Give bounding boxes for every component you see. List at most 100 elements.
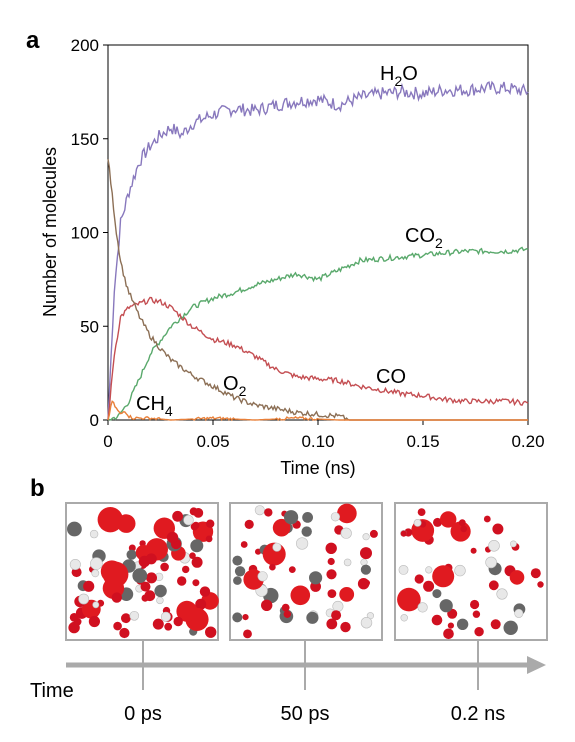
snapshot-2 (229, 502, 383, 641)
atom (447, 622, 454, 629)
atom (332, 600, 344, 612)
atom (483, 515, 491, 523)
atom (309, 571, 323, 585)
atom (302, 512, 313, 523)
atom (244, 519, 254, 530)
atom (193, 508, 204, 518)
atom (456, 618, 469, 630)
x-axis-label: Time (ns) (280, 458, 355, 478)
atom (433, 517, 442, 527)
atom (243, 629, 252, 639)
atom (470, 599, 480, 610)
atom (485, 556, 497, 569)
atom (488, 580, 499, 591)
atom (141, 594, 149, 602)
atom (400, 530, 407, 537)
y-tick-label: 0 (90, 411, 99, 430)
atom (88, 615, 100, 628)
y-axis: 0 50 100 150 200 (71, 36, 108, 430)
atom (92, 601, 100, 609)
atom (264, 508, 273, 517)
atom (537, 581, 544, 588)
atom (160, 562, 169, 572)
y-tick-label: 150 (71, 130, 99, 149)
atom (190, 539, 204, 553)
snapshot-1 (65, 502, 219, 641)
atom (83, 580, 95, 592)
series-label-main: CH (136, 393, 165, 415)
atom (154, 584, 167, 598)
atom (509, 570, 525, 585)
atom (414, 574, 424, 584)
snapshot-ticks: 0 ps 50 ps 0.2 ns (124, 640, 505, 725)
atom (325, 542, 337, 554)
atom (191, 556, 203, 568)
atom (173, 616, 183, 627)
atom (327, 589, 337, 598)
atom (145, 553, 157, 565)
atom (233, 576, 242, 585)
atom (432, 589, 442, 599)
snapshot-label: 0.2 ns (451, 703, 505, 725)
atom (510, 540, 517, 548)
atom (111, 592, 123, 603)
series-label-ch4: CH4 (136, 393, 173, 419)
series-label-co2: CO2 (405, 225, 443, 251)
atom (190, 523, 199, 531)
atom (290, 585, 311, 606)
atom (121, 613, 131, 624)
y-axis-label: Number of molecules (40, 147, 60, 317)
atom (340, 621, 351, 633)
snapshot-3 (394, 502, 548, 641)
atom (417, 602, 428, 613)
atom (472, 610, 481, 618)
atom (199, 586, 211, 597)
atom (514, 608, 524, 618)
x-axis: 0 0.05 0.10 0.15 0.20 (103, 420, 545, 451)
atom (470, 547, 477, 554)
series-line-h2o (107, 80, 529, 421)
atom (91, 569, 100, 578)
atom (296, 537, 309, 550)
atom (234, 566, 246, 577)
atom (288, 566, 296, 573)
atom (129, 610, 140, 621)
series-label-main: O (223, 373, 239, 395)
atom (397, 587, 421, 612)
series-line-o2 (107, 158, 528, 422)
atom (458, 519, 466, 527)
atom (240, 541, 248, 548)
atom (176, 600, 198, 622)
atom (460, 525, 468, 533)
atom (326, 569, 337, 580)
atom (166, 531, 179, 544)
atom (425, 566, 433, 574)
atom (90, 557, 103, 570)
atom (413, 519, 422, 527)
series-line-co2 (107, 246, 529, 421)
atom (343, 558, 352, 567)
atom (284, 510, 299, 525)
atom (113, 621, 122, 631)
atom (331, 610, 342, 621)
atom (369, 529, 378, 538)
atom (432, 565, 455, 588)
timeline-label: Time (30, 680, 74, 702)
atom (126, 549, 137, 560)
x-tick-label: 0.15 (406, 432, 439, 451)
atom (232, 612, 243, 623)
atom (283, 610, 291, 618)
atom (431, 614, 443, 626)
snapshot-label: 0 ps (124, 703, 162, 725)
atom (102, 561, 129, 588)
atom (182, 565, 190, 574)
atom (183, 514, 194, 526)
atom (272, 542, 282, 552)
atom (530, 568, 541, 579)
series-lines (107, 80, 529, 422)
series-label-main: H (380, 63, 394, 85)
atom (119, 627, 130, 639)
atom (492, 523, 504, 535)
atom (360, 616, 373, 629)
